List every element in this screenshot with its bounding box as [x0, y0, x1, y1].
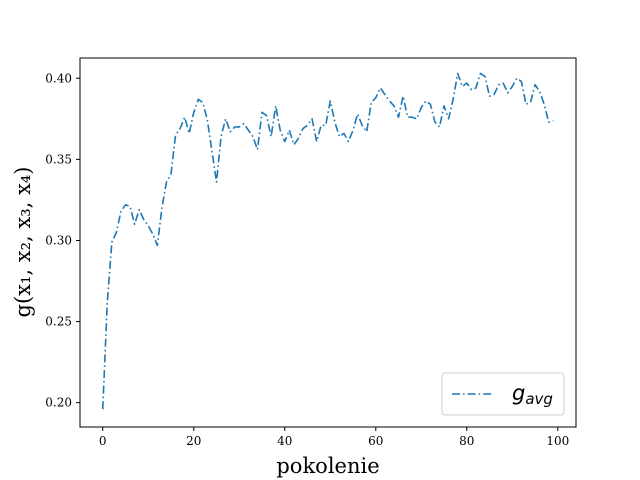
x-tick-label: 60	[368, 434, 383, 448]
legend-box	[441, 372, 565, 416]
x-axis-label: pokolenie	[276, 454, 379, 478]
y-axis-label: g(x₁, x₂, x₃, x₄)	[11, 167, 35, 318]
x-tick-label: 0	[99, 434, 107, 448]
legend-label: gavg	[512, 381, 553, 408]
legend-label-main: g	[512, 381, 525, 405]
legend: gavg	[441, 372, 565, 416]
y-tick-label: 0.25	[45, 315, 72, 329]
x-tick-label: 20	[186, 434, 201, 448]
y-tick-label: 0.30	[45, 233, 72, 247]
legend-label-sub: avg	[525, 390, 553, 408]
plot-frame	[79, 57, 577, 428]
plot-area	[80, 58, 576, 427]
y-tick-label: 0.40	[45, 71, 72, 85]
x-tick-label: 40	[277, 434, 292, 448]
x-tick-label: 80	[459, 434, 474, 448]
y-tick-label: 0.20	[45, 396, 72, 410]
y-tick-label: 0.35	[45, 152, 72, 166]
axes-layer: 0 20 40 60 80 100 0.20 0.25 0.30 0.35 0.40	[45, 71, 569, 448]
x-tick-label: 100	[546, 434, 569, 448]
